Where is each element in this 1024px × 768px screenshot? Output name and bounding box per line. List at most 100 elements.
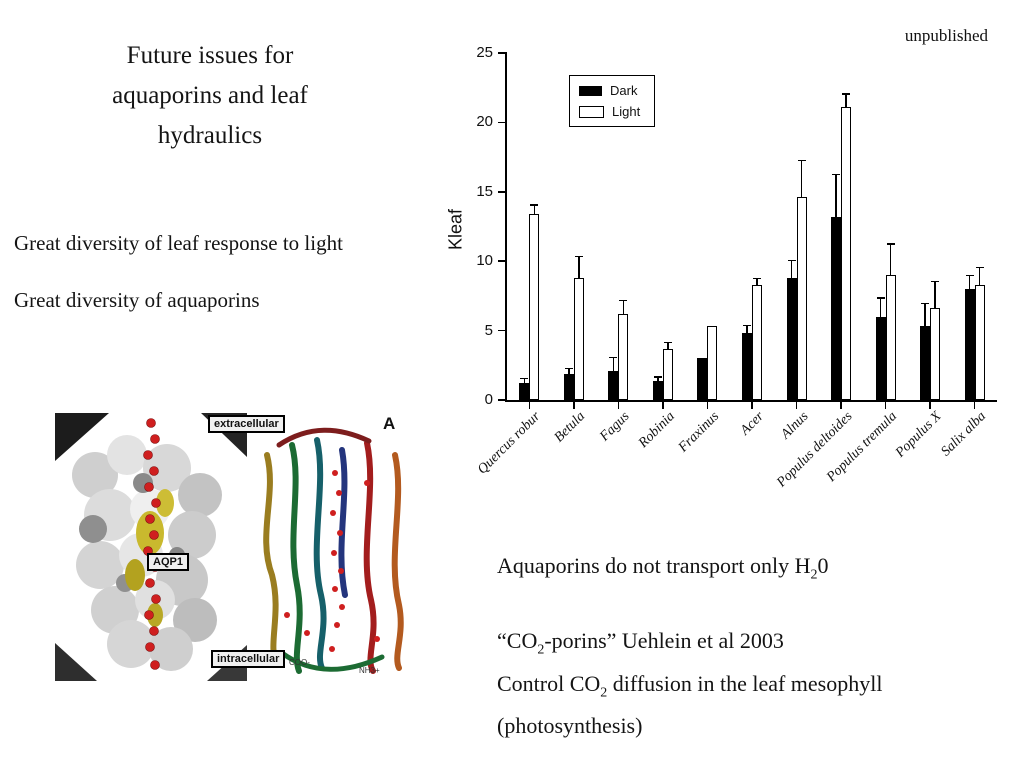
text-photosynthesis: (photosynthesis) [497,713,643,739]
bar-dark [875,316,886,400]
bar-dark [742,333,752,400]
error-bar [578,257,580,278]
bar-light [930,308,941,400]
error-bar-cap [797,159,806,162]
bar-dark [964,288,975,400]
error-bar-cap [574,255,583,258]
error-bar [612,358,615,371]
error-bar-cap [876,297,885,299]
text-co2-porins: “CO2-porins” Uehlein et al 2003 [497,628,784,658]
bar-light [707,326,718,400]
bar-dark [563,373,574,400]
slide-title: Future issues for aquaporins and leaf hy… [112,42,308,149]
error-bar-cap [931,280,940,283]
error-bar [756,279,758,285]
error-bar-cap [663,341,672,344]
error-bar [934,282,936,309]
legend-label-dark: Dark [610,83,638,98]
x-tick-mark [751,402,753,409]
bar-dark [831,216,842,400]
error-bar [800,161,803,198]
x-tick-mark [795,402,798,409]
error-bar-cap [743,324,751,327]
bar-light [662,348,673,400]
bar-light [573,277,584,400]
chart-legend: Dark Light [569,75,656,127]
error-bar [924,304,926,327]
x-tick-mark [573,402,575,409]
error-bar [790,261,793,278]
x-tick-mark [528,402,531,409]
error-bar [568,369,570,374]
unpublished-annotation: unpublished [904,26,988,45]
x-tick-mark [884,402,887,409]
error-bar-cap [564,367,573,370]
error-bar [845,94,847,108]
error-bar [667,343,669,349]
error-bar-cap [653,376,662,378]
y-tick-mark [498,52,507,54]
x-axis-label: Alnus [777,409,812,443]
x-tick-mark [617,402,620,409]
y-tick-label: 5 [484,321,493,339]
x-axis-label: Robinia [635,409,678,451]
error-bar [978,268,981,285]
y-tick-label: 10 [476,252,493,270]
extracellular-label: extracellular [208,415,285,433]
error-bar [835,175,837,217]
x-tick-mark [662,402,664,409]
bar-light [974,284,985,400]
y-tick-mark [498,399,507,401]
intracellular-label: intracellular [211,650,286,668]
bar-light [841,107,852,400]
error-bar [622,301,625,314]
nh3-terminus-label: NH3+ [359,666,380,675]
spacer [497,591,882,624]
error-bar [523,379,526,384]
x-tick-mark [706,402,709,409]
error-bar-cap [975,266,984,269]
aqp1-label: AQP1 [147,553,189,571]
bar-dark [608,370,619,400]
error-bar-cap [520,377,529,380]
protein-structure-figure: COO- NH3+ extracellular AQP1 intracellul… [55,413,421,681]
x-axis-label: Fraxinus [675,409,723,456]
y-tick-mark [498,260,507,262]
legend-entry-dark: Dark [579,83,640,98]
error-bar [968,276,971,289]
error-bar-cap [609,356,618,359]
error-bar [746,326,748,334]
x-axis-label: Betula [551,409,589,446]
x-axis-label: Populus X [893,409,945,461]
error-bar-cap [530,204,539,206]
x-tick-mark [840,402,842,409]
error-bar [889,244,892,276]
error-bar-cap [965,274,974,277]
bar-dark [697,358,708,400]
bottom-text-block: Aquaporins do not transport only H20 “CO… [497,549,882,742]
bar-dark [786,277,797,400]
y-tick-mark [498,191,507,193]
bar-light [752,284,762,400]
y-tick-label: 0 [484,391,493,408]
y-tick-label: 20 [476,113,493,131]
bar-light [618,313,629,400]
x-tick-mark [973,402,976,409]
legend-swatch-dark [579,85,602,96]
error-bar [879,298,882,317]
x-tick-mark [929,402,931,409]
bar-light [885,275,896,400]
error-bar-cap [787,259,796,262]
legend-label-light: Light [612,104,641,119]
legend-entry-light: Light [579,104,640,119]
x-axis-label: Salix alba [938,409,990,460]
text-co2-diffusion: Control CO2 diffusion in the leaf mesoph… [497,670,883,701]
x-axis-label: Fagus [597,409,633,445]
y-tick-mark [498,121,507,124]
error-bar [533,205,536,215]
y-tick-label: 25 [476,44,493,61]
aqp1-ribbon-panel: COO- NH3+ [247,413,421,681]
aqp1-surface-panel [55,413,247,681]
error-bar-cap [921,302,930,305]
